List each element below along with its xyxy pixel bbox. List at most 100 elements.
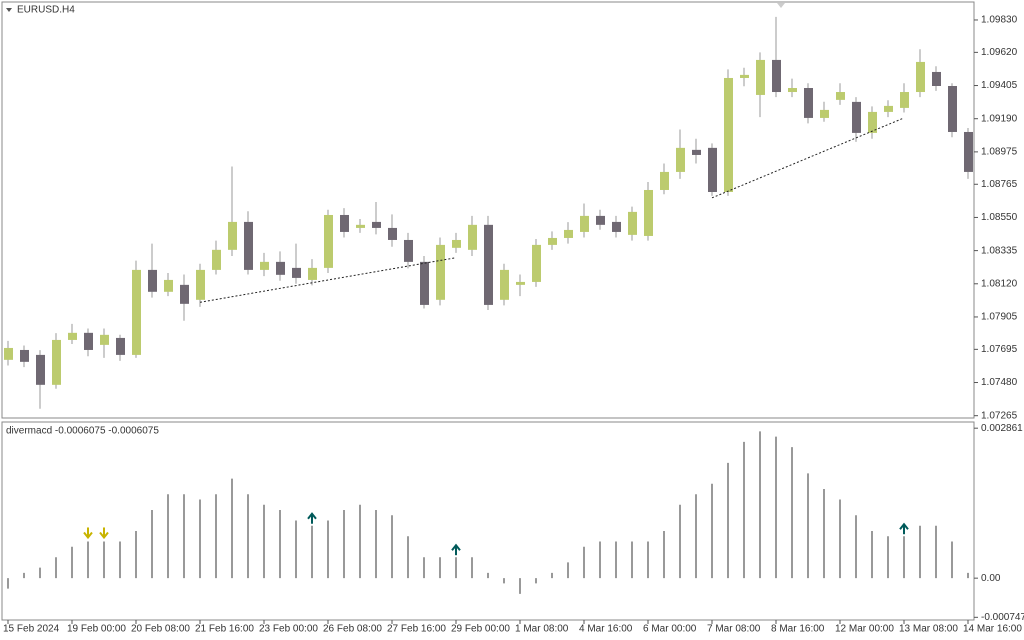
divergence-line [711, 117, 905, 199]
candle-body [660, 171, 669, 190]
y-tick-label: -0.000747 [981, 612, 1024, 623]
candle-body [148, 269, 157, 292]
indicator-title: divermacd -0.0006075 -0.0006075 [6, 426, 159, 437]
candle-body [820, 109, 829, 118]
candle-body [916, 61, 925, 93]
y-tick-label: 0.00 [981, 573, 1001, 584]
price-panel [1, 1, 975, 419]
y-tick-label: 1.08975 [981, 147, 1018, 158]
x-tick-label: 26 Feb 08:00 [323, 624, 382, 635]
candle-body [740, 74, 749, 78]
x-tick-label: 19 Feb 00:00 [67, 624, 126, 635]
x-tick-label: 13 Mar 08:00 [899, 624, 958, 635]
candle-body [900, 92, 909, 108]
candle-body [324, 214, 333, 268]
y-tick-label: 1.07905 [981, 312, 1018, 323]
y-tick-label: 1.08120 [981, 278, 1018, 289]
candle-body [836, 92, 845, 100]
candle-body [644, 189, 653, 236]
x-tick-label: 20 Feb 08:00 [131, 624, 190, 635]
divergence-line [199, 257, 457, 303]
y-tick-label: 1.08765 [981, 179, 1018, 190]
signal-down [99, 527, 109, 540]
candle-body [500, 269, 509, 300]
candle-body [308, 267, 317, 280]
candle-body [356, 224, 365, 228]
candle-body [244, 221, 253, 270]
candle-body [36, 354, 45, 385]
x-tick-label: 14 Mar 16:00 [963, 624, 1022, 635]
x-tick-label: 7 Mar 08:00 [707, 624, 761, 635]
x-tick-label: 15 Feb 2024 [3, 624, 60, 635]
candle-body [804, 88, 813, 118]
x-tick-label: 8 Mar 16:00 [771, 624, 825, 635]
y-tick-label: 1.09620 [981, 47, 1018, 58]
x-tick-label: 6 Mar 00:00 [643, 624, 697, 635]
candle-body [276, 261, 285, 275]
candle-body [212, 249, 221, 270]
shift-marker [777, 3, 785, 8]
candle-body [516, 281, 525, 285]
candle-body [548, 237, 557, 245]
candle-body [676, 147, 685, 172]
candle-body [420, 261, 429, 305]
candle-body [292, 267, 301, 278]
candle-body [4, 347, 13, 360]
candle-body [532, 244, 541, 282]
y-tick-label: 0.002861 [981, 423, 1023, 434]
candle-body [164, 279, 173, 292]
candle-body [84, 332, 93, 350]
candle-body [580, 215, 589, 232]
candle-body [964, 131, 973, 172]
candle-body [564, 229, 573, 238]
candle-body [788, 88, 797, 93]
candle-body [724, 77, 733, 192]
candle-body [404, 239, 413, 262]
candle-body [340, 214, 349, 232]
y-tick-label: 1.09405 [981, 80, 1018, 91]
candle-body [372, 221, 381, 228]
x-tick-label: 12 Mar 00:00 [835, 624, 894, 635]
y-tick-label: 1.09190 [981, 113, 1018, 124]
candle-body [100, 334, 109, 345]
candle-body [756, 59, 765, 95]
candle-body [52, 339, 61, 385]
candle-body [628, 211, 637, 235]
signal-up [307, 512, 317, 524]
y-tick-label: 1.07695 [981, 344, 1018, 355]
candle-body [596, 215, 605, 225]
candle-body [116, 337, 125, 355]
indicator-panel [1, 421, 975, 621]
x-tick-label: 1 Mar 08:00 [515, 624, 569, 635]
y-tick-label: 1.08550 [981, 212, 1018, 223]
candle-body [884, 105, 893, 112]
x-tick-label: 27 Feb 16:00 [387, 624, 446, 635]
candle-body [468, 224, 477, 250]
y-tick-label: 1.07265 [981, 410, 1018, 421]
y-tick-label: 1.08335 [981, 245, 1018, 256]
y-tick-label: 1.07480 [981, 377, 1018, 388]
candle-body [180, 284, 189, 304]
candle-body [948, 86, 957, 132]
signal-up [451, 543, 461, 556]
candle-body [436, 244, 445, 300]
candle-body [132, 269, 141, 355]
menu-triangle[interactable] [6, 8, 12, 12]
candle-body [484, 224, 493, 305]
candle-body [452, 239, 461, 248]
y-tick-label: 1.09830 [981, 15, 1018, 26]
candle-body [708, 147, 717, 192]
x-tick-label: 29 Feb 00:00 [451, 624, 510, 635]
candle-body [852, 101, 861, 133]
candle-body [228, 221, 237, 250]
candle-body [868, 111, 877, 133]
symbol-title: EURUSD.H4 [17, 5, 75, 16]
candle-body [260, 261, 269, 270]
x-tick-label: 4 Mar 16:00 [579, 624, 633, 635]
x-tick-label: 23 Feb 00:00 [259, 624, 318, 635]
candle-body [20, 349, 29, 362]
candle-body [692, 149, 701, 155]
signal-up [899, 522, 909, 535]
candle-body [772, 59, 781, 93]
